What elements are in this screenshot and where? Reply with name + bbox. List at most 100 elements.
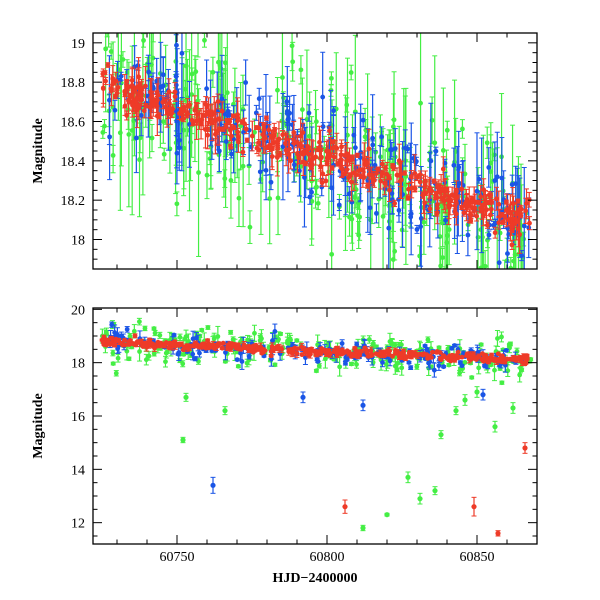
y-tick-label: 19 — [71, 37, 85, 52]
data-point — [459, 186, 465, 192]
data-point — [151, 351, 157, 356]
data-point — [486, 192, 492, 198]
data-point — [243, 126, 249, 132]
data-point — [103, 46, 109, 52]
data-point — [115, 355, 121, 361]
data-point — [151, 326, 157, 331]
data-point — [323, 178, 329, 184]
data-point — [146, 69, 152, 75]
data-point — [223, 350, 228, 355]
data-point — [499, 334, 504, 340]
data-point — [174, 201, 180, 207]
data-point — [496, 201, 502, 207]
data-point — [313, 368, 319, 374]
data-point — [348, 70, 354, 75]
data-point — [307, 133, 313, 139]
data-point — [100, 71, 106, 77]
data-point — [499, 212, 505, 218]
data-point — [418, 100, 423, 106]
data-point — [329, 185, 335, 191]
data-point — [249, 133, 255, 139]
data-point — [507, 205, 512, 211]
data-point — [222, 60, 228, 66]
data-point — [284, 340, 290, 346]
data-point — [111, 80, 116, 85]
data-point — [254, 145, 260, 151]
data-point — [348, 157, 354, 163]
data-point — [166, 89, 172, 95]
data-point — [320, 94, 326, 100]
data-point — [384, 171, 390, 177]
data-point — [313, 119, 319, 125]
data-point — [137, 135, 143, 141]
data-point — [124, 84, 130, 90]
data-point — [143, 357, 149, 363]
data-point — [352, 145, 358, 151]
data-point — [406, 360, 412, 365]
data-point — [468, 212, 474, 218]
data-point — [215, 99, 221, 104]
data-point — [304, 117, 310, 122]
data-point — [414, 364, 420, 370]
data-point — [370, 135, 376, 141]
plot-area — [100, 4, 533, 269]
data-point — [228, 329, 234, 335]
data-point — [236, 134, 241, 140]
data-point — [440, 186, 445, 192]
data-point — [408, 365, 414, 371]
data-point — [105, 62, 111, 68]
data-point — [207, 119, 213, 124]
data-point — [105, 4, 110, 9]
data-point — [229, 133, 234, 139]
data-point — [453, 189, 459, 195]
data-point — [100, 86, 106, 91]
data-point — [103, 78, 108, 84]
data-point — [151, 101, 157, 107]
data-point — [349, 216, 355, 222]
data-point — [402, 170, 407, 176]
data-point — [431, 178, 437, 184]
data-point — [146, 353, 152, 359]
data-point — [181, 145, 187, 151]
data-point — [440, 148, 446, 153]
data-point — [354, 152, 360, 158]
data-point — [291, 130, 297, 135]
series-2 — [100, 57, 533, 254]
data-point — [295, 151, 300, 157]
data-point — [297, 168, 302, 174]
data-point — [438, 263, 444, 269]
data-point — [223, 139, 229, 144]
data-point — [509, 182, 515, 187]
data-point — [240, 163, 246, 169]
data-point — [134, 96, 139, 101]
data-point — [316, 363, 322, 369]
data-point — [307, 194, 313, 200]
data-point — [177, 111, 182, 116]
data-point — [457, 370, 463, 376]
data-point — [414, 227, 420, 232]
data-point — [331, 154, 337, 160]
data-point — [110, 350, 116, 356]
data-point — [392, 146, 398, 151]
data-point — [392, 201, 398, 206]
data-point — [317, 139, 322, 145]
data-point — [283, 140, 288, 146]
data-point — [518, 365, 523, 371]
data-point — [444, 127, 450, 133]
data-point — [127, 333, 133, 339]
data-point — [151, 22, 156, 27]
data-point — [277, 151, 283, 157]
data-point — [141, 38, 146, 43]
data-point — [366, 172, 372, 178]
data-point — [300, 107, 305, 113]
data-point — [486, 165, 492, 170]
data-point — [257, 169, 263, 175]
y-tick-label: 18.6 — [61, 116, 86, 131]
data-point — [199, 117, 205, 123]
top-panel: 18 18.2 18.4 18.6 18.8 19 Magnitude — [31, 4, 538, 270]
data-point — [294, 338, 300, 343]
data-point — [177, 334, 183, 340]
data-point — [315, 200, 321, 206]
data-point — [204, 172, 210, 178]
